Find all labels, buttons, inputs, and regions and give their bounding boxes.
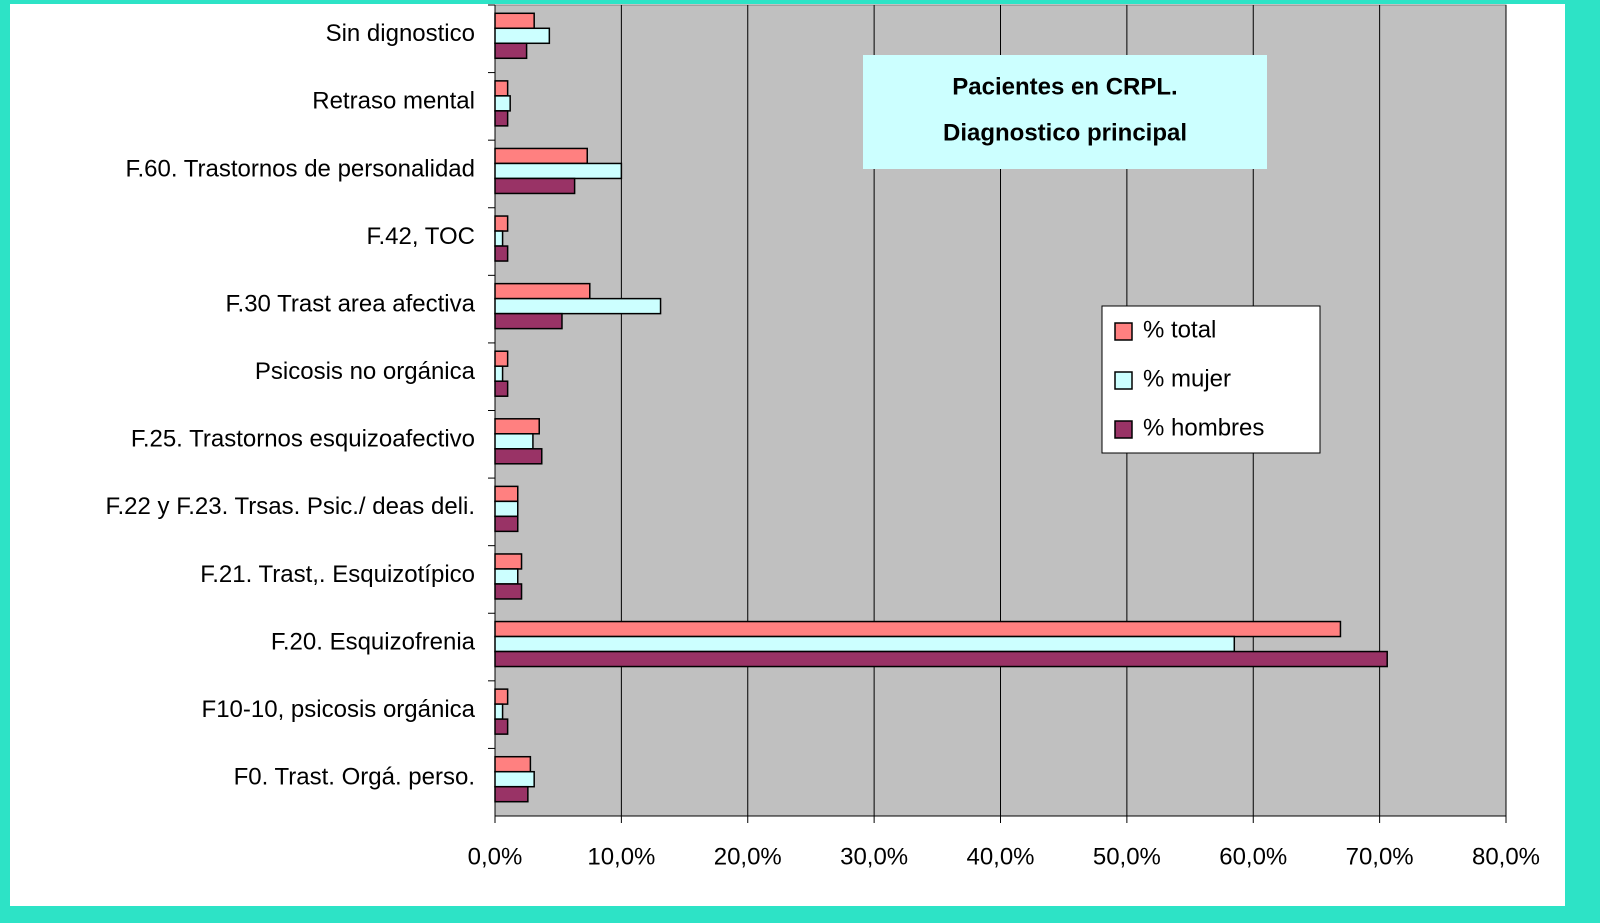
- x-tick-label: 80,0%: [1472, 843, 1540, 870]
- bar: [494, 27, 551, 45]
- chart-title: Diagnostico principal: [943, 119, 1187, 146]
- y-tick-label: F.25. Trastornos esquizoafectivo: [131, 426, 475, 453]
- y-tick-label: F.60. Trastornos de personalidad: [125, 155, 475, 182]
- bar: [494, 448, 543, 465]
- bar: [494, 620, 1342, 638]
- bar: [494, 350, 509, 367]
- legend-label: % total: [1143, 316, 1216, 343]
- bar: [494, 433, 534, 450]
- bar: [494, 230, 504, 247]
- bar: [494, 500, 519, 518]
- legend-label: % hombres: [1143, 414, 1264, 441]
- bar: [494, 553, 523, 570]
- y-tick-label: Psicosis no orgánica: [255, 358, 476, 385]
- bar: [494, 42, 528, 60]
- y-tick-label: Sin dignostico: [326, 20, 475, 47]
- x-tick-label: 20,0%: [714, 843, 782, 870]
- bar: [494, 718, 509, 735]
- bar: [494, 568, 519, 585]
- x-tick-label: 70,0%: [1346, 843, 1414, 870]
- y-tick-label: F.22 y F.23. Trsas. Psic./ deas deli.: [106, 493, 476, 520]
- bar: [494, 245, 509, 262]
- bar: [494, 583, 523, 600]
- x-tick-label: 50,0%: [1093, 843, 1161, 870]
- bar: [494, 380, 509, 397]
- bar: [494, 785, 529, 803]
- bar: [494, 12, 535, 30]
- bar: [494, 312, 563, 330]
- y-tick-label: F0. Trast. Orgá. perso.: [234, 764, 475, 791]
- bar: [494, 418, 540, 435]
- bar: [494, 80, 509, 97]
- y-tick-label: F.42, TOC: [367, 223, 476, 250]
- bar: [494, 282, 591, 300]
- legend-swatch: [1114, 322, 1133, 341]
- y-tick-label: Retraso mental: [312, 88, 475, 115]
- bar: [494, 147, 589, 165]
- x-tick-label: 30,0%: [840, 843, 908, 870]
- y-tick-label: F.30 Trast area afectiva: [226, 290, 476, 317]
- x-tick-label: 0,0%: [468, 843, 523, 870]
- bar: [494, 297, 662, 315]
- bar: [494, 703, 504, 720]
- legend: [1101, 305, 1321, 454]
- bar: [494, 95, 511, 112]
- legend-label: % mujer: [1143, 365, 1231, 392]
- x-tick-label: 60,0%: [1219, 843, 1287, 870]
- bar: [494, 365, 504, 382]
- x-tick-label: 10,0%: [587, 843, 655, 870]
- bar: [494, 485, 519, 503]
- chart-title: Pacientes en CRPL.: [952, 73, 1177, 100]
- bar: [494, 650, 1388, 668]
- bar: [494, 515, 519, 533]
- y-tick-label: F10-10, psicosis orgánica: [202, 696, 476, 723]
- legend-swatch: [1114, 420, 1133, 439]
- title-box: [863, 55, 1267, 169]
- y-tick-label: F.21. Trast,. Esquizotípico: [200, 561, 475, 588]
- legend-swatch: [1114, 371, 1133, 390]
- y-tick-label: F.20. Esquizofrenia: [271, 628, 476, 655]
- bar: [494, 110, 509, 127]
- bar: [494, 215, 509, 232]
- bar: [494, 688, 509, 705]
- bar: [494, 177, 576, 195]
- bar: [494, 770, 535, 788]
- bar: [494, 755, 532, 773]
- x-tick-label: 40,0%: [966, 843, 1034, 870]
- bar: [494, 162, 623, 180]
- bar: [494, 635, 1236, 653]
